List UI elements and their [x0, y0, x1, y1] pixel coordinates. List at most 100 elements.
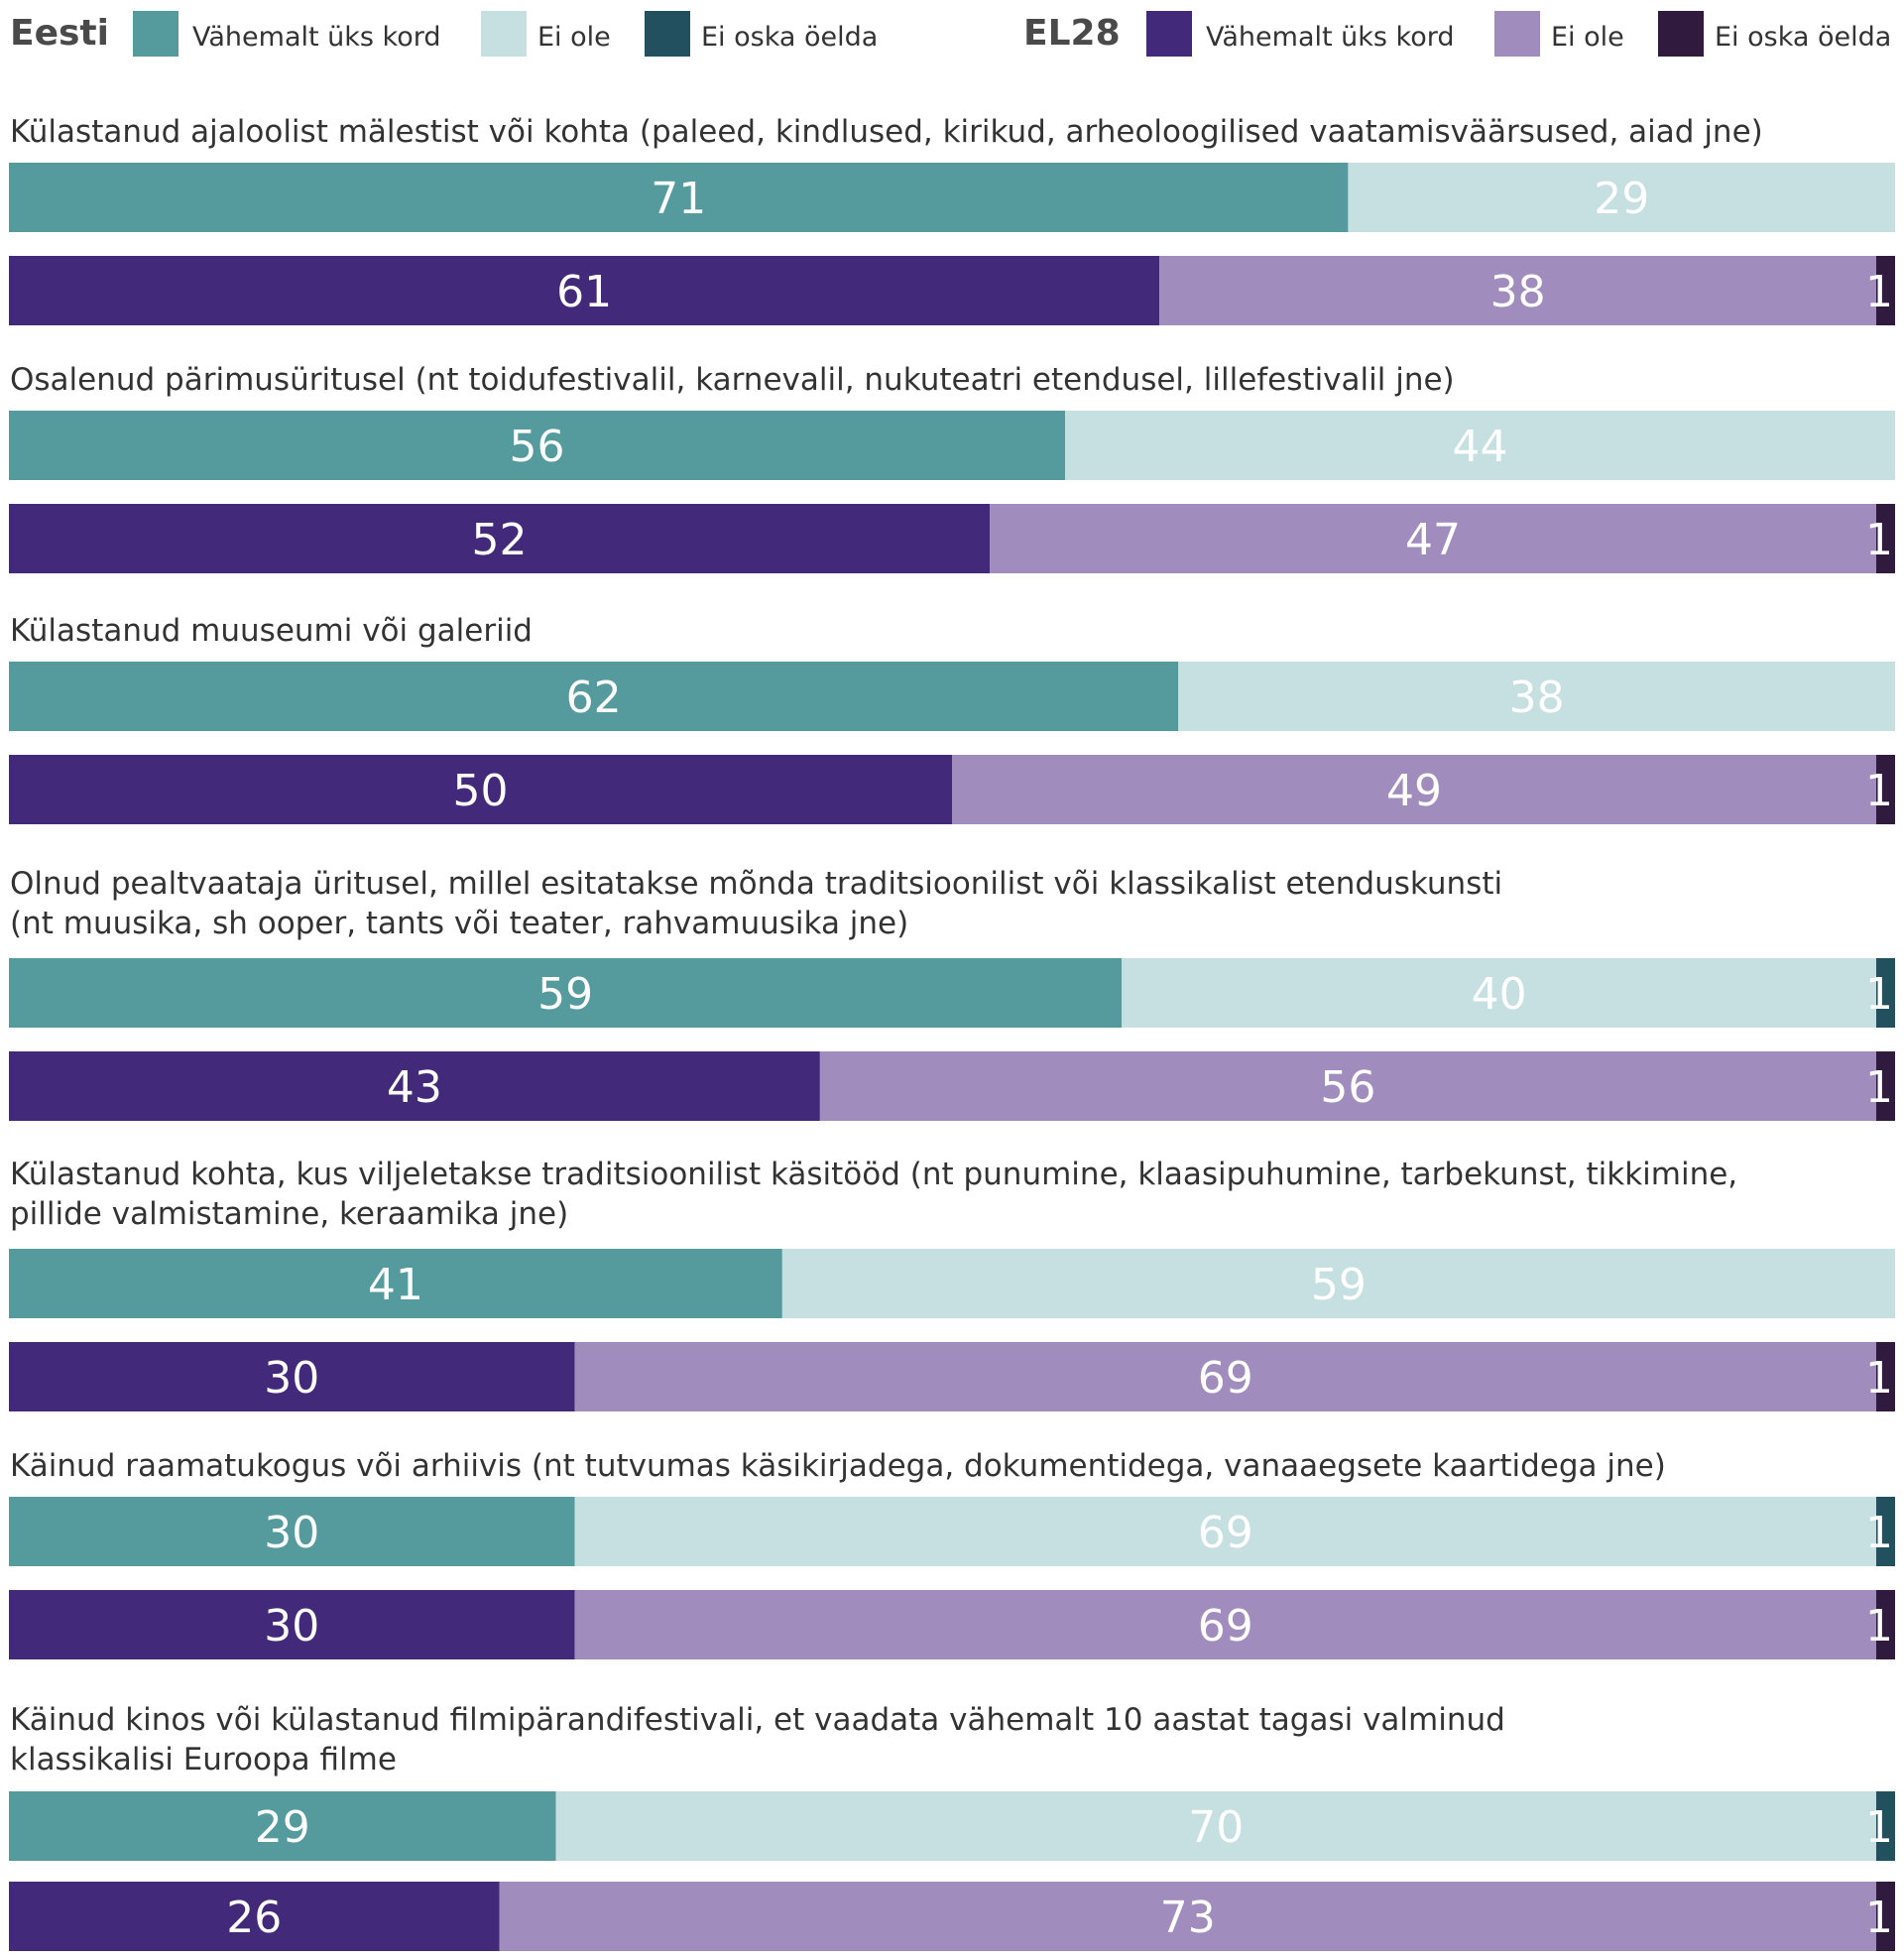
- category-label-6: Käinud raamatukogus või arhiivis (nt tut…: [10, 1448, 1666, 1484]
- bar-el28-3-segment-2: [952, 755, 1876, 824]
- bar-eesti-5-segment-1: [9, 1249, 782, 1318]
- bar-el28-4-segment-2: [819, 1051, 1876, 1121]
- bar-eesti-1-value-1: 71: [651, 174, 706, 224]
- bar-el28-3-segment-3: [1875, 755, 1895, 824]
- category-label-7-line-1: Käinud kinos või külastanud filmipärandi…: [10, 1702, 1505, 1738]
- bar-eesti-5-value-2: 59: [1311, 1260, 1367, 1310]
- bar-el28-2-value-1: 52: [472, 515, 528, 565]
- legend-group-eesti: Eesti: [10, 13, 109, 54]
- bar-eesti-2-value-2: 44: [1453, 422, 1508, 472]
- bar-eesti-2-segment-2: [1065, 411, 1895, 480]
- legend-swatch-eesti-1: [133, 11, 178, 57]
- category-label-5-line-1: Külastanud kohta, kus viljeletakse tradi…: [10, 1157, 1737, 1192]
- bar-eesti-1-value-2: 29: [1594, 174, 1649, 224]
- bar-el28-4-segment-3: [1875, 1051, 1895, 1121]
- category-label-1: Külastanud ajaloolist mälestist või koht…: [10, 114, 1763, 150]
- bar-el28-5-segment-1: [9, 1342, 575, 1411]
- bar-eesti-1-segment-2: [1348, 163, 1895, 232]
- bar-el28-2-segment-3: [1875, 504, 1895, 573]
- bar-el28-4-value-1: 43: [387, 1062, 442, 1113]
- bar-eesti-6-segment-2: [574, 1497, 1876, 1566]
- bar-el28-5-value-1: 30: [264, 1353, 319, 1404]
- bar-eesti-3-segment-2: [1178, 662, 1895, 731]
- bar-eesti-4-segment-1: [9, 958, 1123, 1028]
- bar-el28-3-value-2: 49: [1386, 766, 1442, 816]
- bar-el28-6-value-3: 1: [1865, 1601, 1893, 1652]
- bar-eesti-3-segment-1: [9, 662, 1179, 731]
- bar-el28-5-value-3: 1: [1865, 1353, 1893, 1404]
- bar-eesti-5-value-1: 41: [368, 1260, 423, 1310]
- bar-el28-7-segment-1: [9, 1882, 500, 1951]
- legend-label-el28-3: Ei oska öelda: [1715, 22, 1891, 53]
- category-label-4-line-2: (nt muusika, sh ooper, tants või teater,…: [10, 906, 908, 941]
- legend-label-eesti-1: Vähemalt üks kord: [192, 22, 441, 53]
- bar-eesti-4-segment-2: [1122, 958, 1876, 1028]
- bar-eesti-4-value-2: 40: [1472, 969, 1527, 1020]
- bar-el28-1-value-2: 38: [1490, 267, 1546, 317]
- legend-label-eesti-2: Ei ole: [537, 22, 611, 53]
- bar-el28-6-value-1: 30: [264, 1601, 319, 1652]
- bar-el28-2-segment-2: [990, 504, 1876, 573]
- bar-eesti-6-value-1: 30: [264, 1508, 319, 1558]
- legend-swatch-el28-2: [1494, 11, 1540, 57]
- bar-eesti-7-value-3: 1: [1865, 1802, 1893, 1853]
- bar-el28-2-segment-1: [9, 504, 991, 573]
- bar-el28-2-value-3: 1: [1865, 515, 1893, 565]
- bar-el28-4-segment-1: [9, 1051, 820, 1121]
- bar-eesti-5-segment-2: [781, 1249, 1895, 1318]
- bar-eesti-3-value-1: 62: [566, 673, 622, 723]
- bar-eesti-1-segment-1: [9, 163, 1349, 232]
- bar-eesti-6-segment-3: [1875, 1497, 1895, 1566]
- bar-el28-7-segment-3: [1875, 1882, 1895, 1951]
- category-label-2: Osalenud pärimusüritusel (nt toidufestiv…: [10, 362, 1455, 398]
- bar-el28-4-value-2: 56: [1320, 1062, 1375, 1113]
- bar-el28-6-value-2: 69: [1198, 1601, 1253, 1652]
- bar-el28-6-segment-2: [574, 1590, 1876, 1659]
- bar-el28-5-value-2: 69: [1198, 1353, 1253, 1404]
- legend-swatch-eesti-2: [481, 11, 527, 57]
- bar-eesti-2-segment-1: [9, 411, 1066, 480]
- bar-eesti-2-value-1: 56: [510, 422, 565, 472]
- category-label-3: Külastanud muuseumi või galeriid: [10, 613, 533, 649]
- bar-el28-3-value-3: 1: [1865, 766, 1893, 816]
- bar-el28-2-value-2: 47: [1405, 515, 1461, 565]
- category-label-4-line-1: Olnud pealtvaataja üritusel, millel esit…: [10, 866, 1502, 902]
- bar-eesti-7-value-1: 29: [255, 1802, 310, 1853]
- bar-el28-1-value-3: 1: [1865, 267, 1893, 317]
- bar-el28-3-value-1: 50: [453, 766, 509, 816]
- bar-eesti-7-segment-1: [9, 1791, 556, 1861]
- category-label-5-line-2: pillide valmistamine, keraamika jne): [10, 1196, 568, 1232]
- bar-eesti-3-value-2: 38: [1509, 673, 1565, 723]
- bar-el28-6-segment-3: [1875, 1590, 1895, 1659]
- category-label-7-line-2: klassikalisi Euroopa filme: [10, 1742, 397, 1777]
- bar-el28-5-segment-3: [1875, 1342, 1895, 1411]
- bar-eesti-4-value-1: 59: [537, 969, 593, 1020]
- bar-el28-7-value-1: 26: [226, 1893, 282, 1943]
- bar-eesti-7-value-2: 70: [1188, 1802, 1244, 1853]
- bar-el28-1-segment-1: [9, 256, 1160, 325]
- bar-el28-1-segment-3: [1875, 256, 1895, 325]
- bar-eesti-4-value-3: 1: [1865, 969, 1893, 1020]
- bar-el28-7-segment-2: [499, 1882, 1876, 1951]
- legend-swatch-el28-1: [1146, 11, 1192, 57]
- legend-label-el28-1: Vähemalt üks kord: [1206, 22, 1455, 53]
- bar-el28-4-value-3: 1: [1865, 1062, 1893, 1113]
- bar-eesti-7-segment-2: [555, 1791, 1876, 1861]
- bar-el28-5-segment-2: [574, 1342, 1876, 1411]
- bar-el28-7-value-3: 1: [1865, 1893, 1893, 1943]
- bar-eesti-6-value-2: 69: [1198, 1508, 1253, 1558]
- bar-eesti-4-segment-3: [1875, 958, 1895, 1028]
- bar-eesti-6-segment-1: [9, 1497, 575, 1566]
- bar-el28-6-segment-1: [9, 1590, 575, 1659]
- legend-group-el28: EL28: [1023, 13, 1121, 54]
- bar-eesti-6-value-3: 1: [1865, 1508, 1893, 1558]
- legend-swatch-el28-3: [1658, 11, 1704, 57]
- legend-label-eesti-3: Ei oska öelda: [701, 22, 878, 53]
- legend-swatch-eesti-3: [645, 11, 690, 57]
- bar-el28-3-segment-1: [9, 755, 952, 824]
- bar-el28-1-segment-2: [1159, 256, 1876, 325]
- bar-el28-7-value-2: 73: [1160, 1893, 1216, 1943]
- bar-el28-1-value-1: 61: [556, 267, 612, 317]
- legend-label-el28-2: Ei ole: [1551, 22, 1624, 53]
